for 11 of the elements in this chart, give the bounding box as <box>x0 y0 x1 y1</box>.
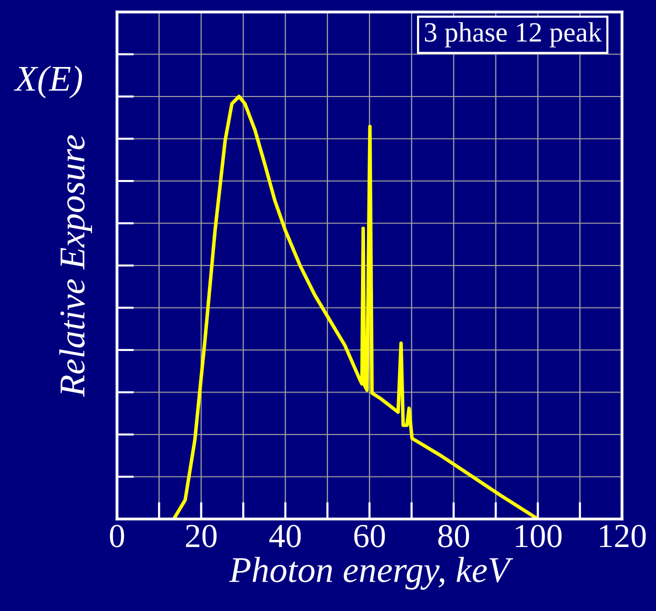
text: 3 phase 12 peak <box>424 22 602 48</box>
y-axis-title: Relative Exposure <box>59 135 92 397</box>
x-axis-title: Photon energy, keV <box>229 556 514 590</box>
x-tick-label: 60 <box>354 524 385 548</box>
x-tick-label: 0 <box>110 524 124 548</box>
x-tick-label: 40 <box>269 524 301 548</box>
x-tick-label: 80 <box>438 524 470 548</box>
x-tick-label: 20 <box>186 524 217 548</box>
x-tick-label: 100 <box>516 524 562 548</box>
text: X(E) <box>14 66 82 98</box>
x-tick-label: 120 <box>600 524 646 548</box>
